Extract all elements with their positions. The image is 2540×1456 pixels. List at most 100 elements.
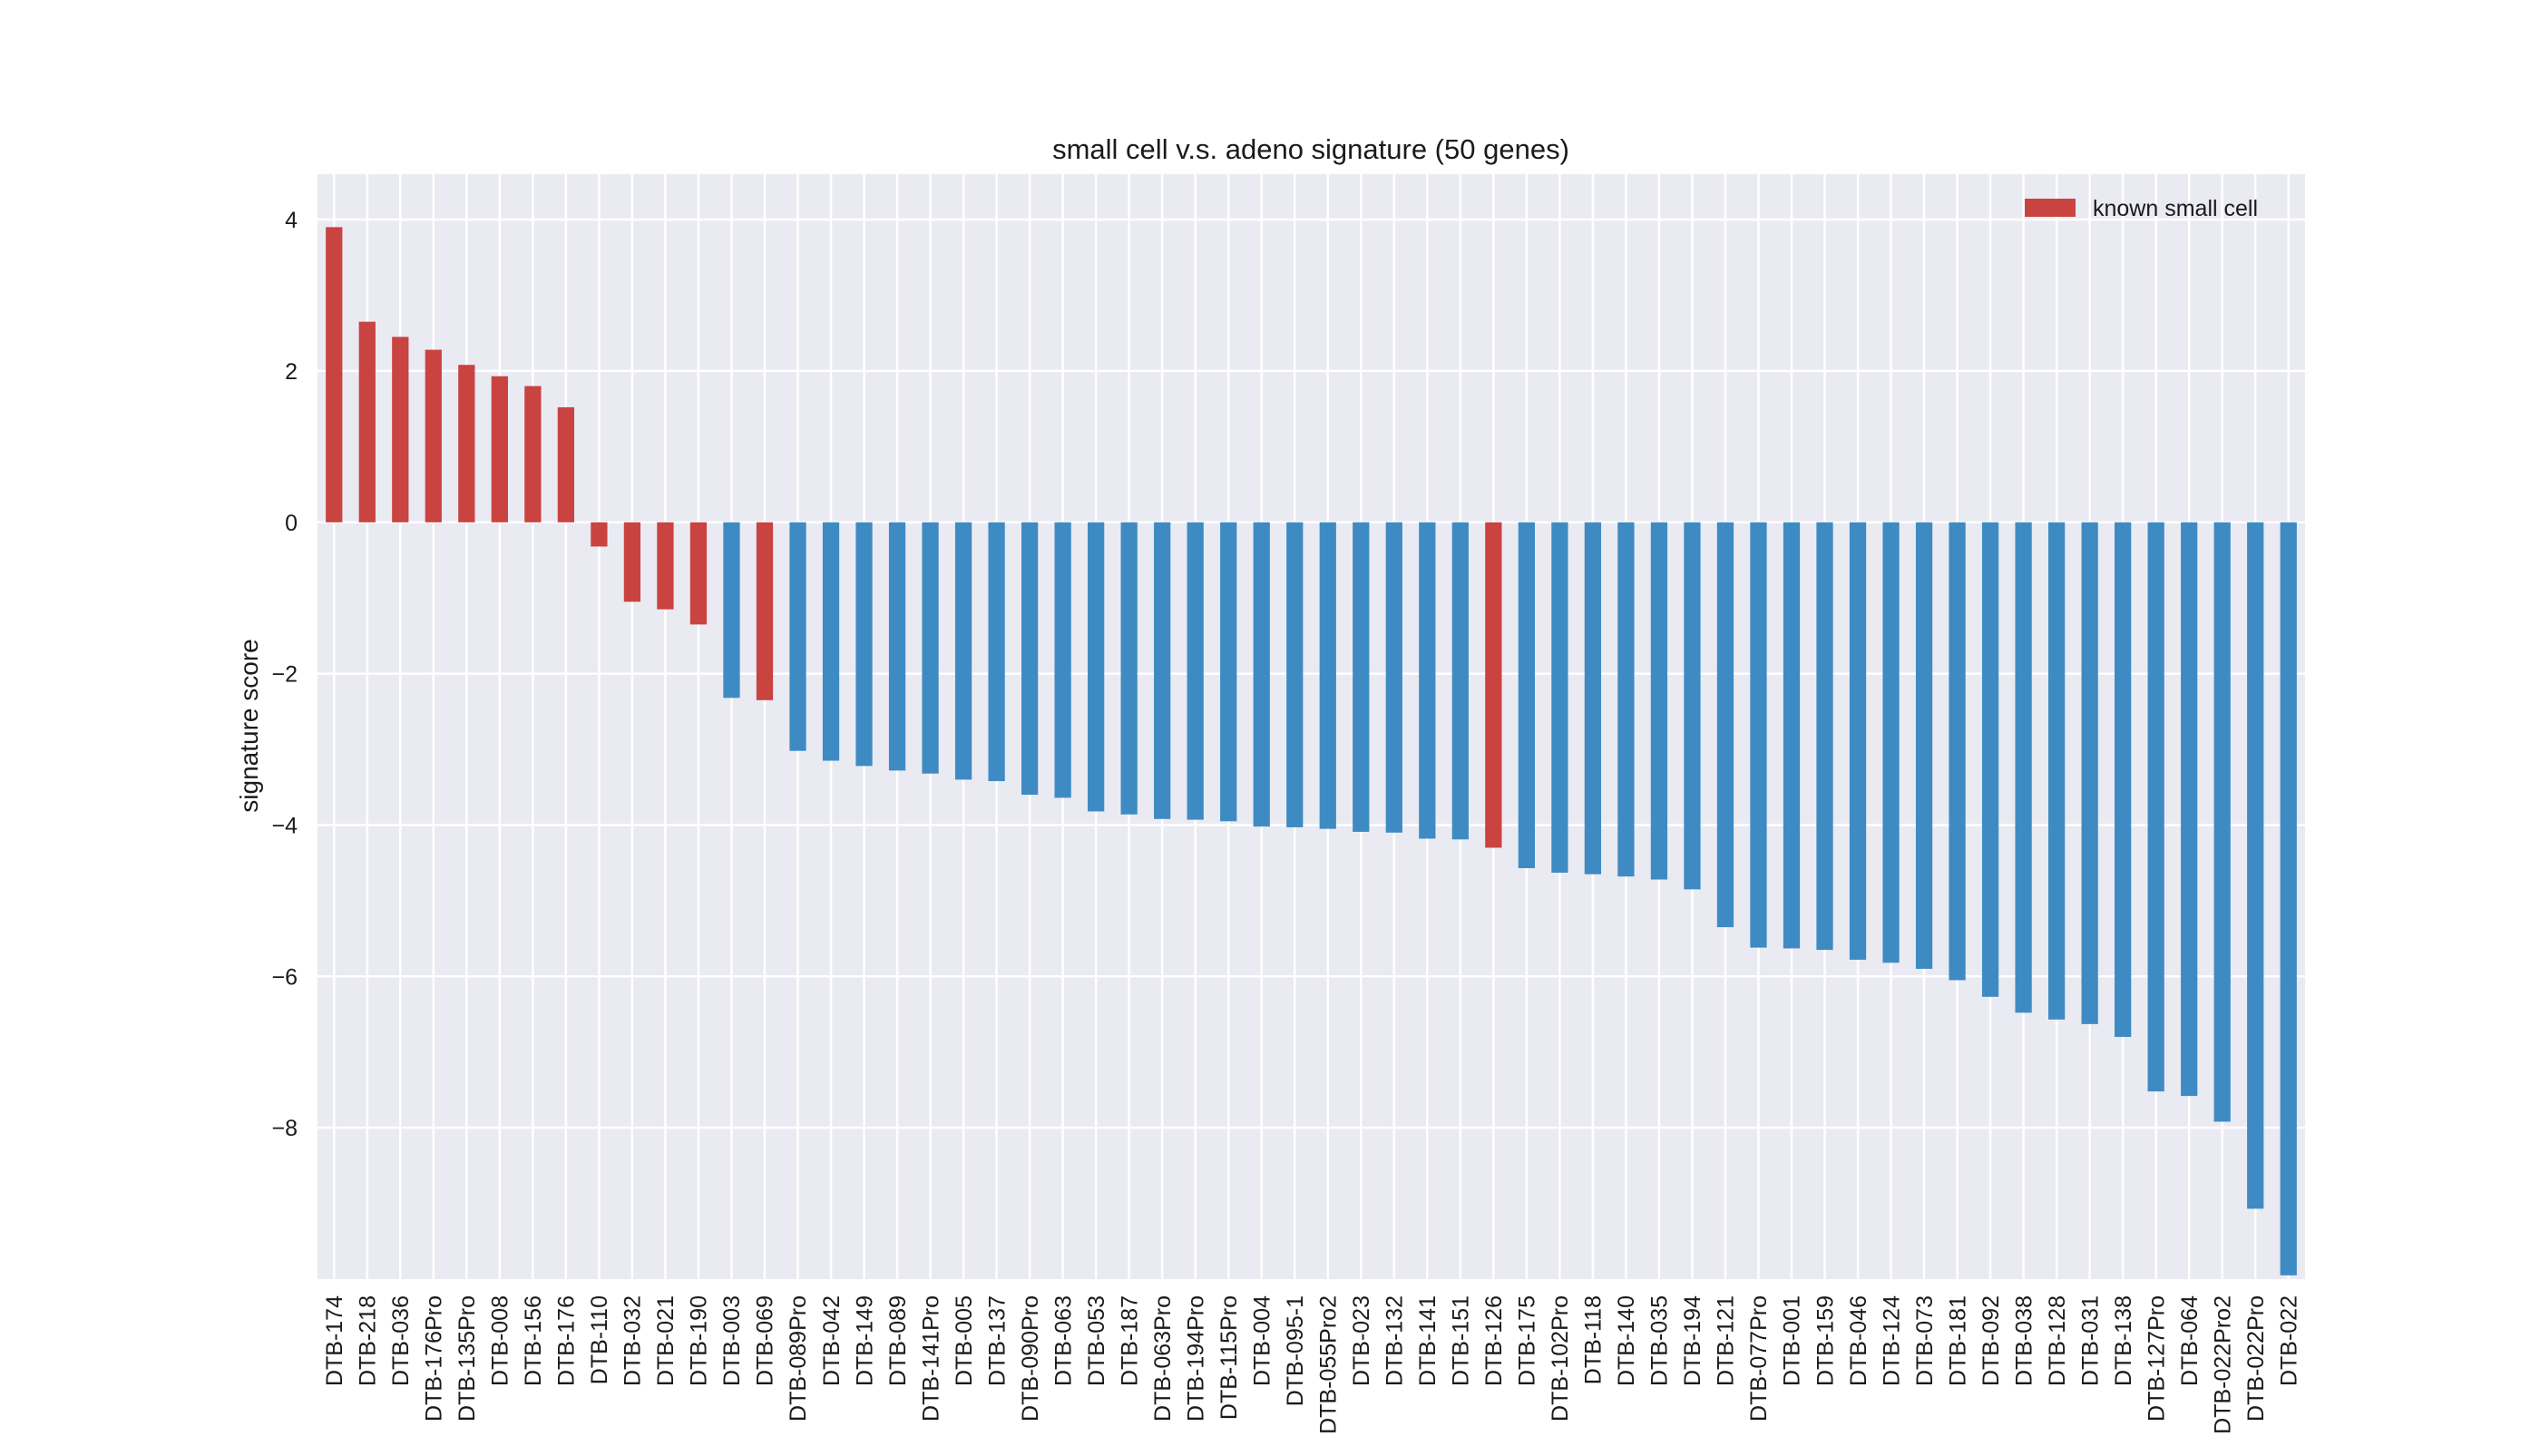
x-tick-labels: DTB-174 DTB-218 DTB-036 DTB-176Pro DTB-135Pr…	[322, 1295, 2301, 1434]
x-tick-label: DTB-092	[1978, 1295, 2004, 1386]
x-tick-label: DTB-140	[1614, 1295, 1639, 1386]
bar-DTB-102Pro	[1551, 522, 1568, 874]
bar-DTB-038	[2015, 522, 2032, 1013]
bar-DTB-089Pro	[789, 522, 806, 751]
bar-DTB-063	[1054, 522, 1071, 798]
bar-DTB-141	[1419, 522, 1436, 839]
x-tick-label: DTB-022	[2276, 1295, 2301, 1386]
bar-DTB-190	[689, 522, 708, 625]
bar-DTB-022Pro2	[2213, 522, 2231, 1122]
bar-DTB-077Pro	[1750, 522, 1767, 948]
bar-DTB-001	[1783, 522, 1801, 949]
x-tick-label: DTB-005	[952, 1295, 977, 1386]
x-tick-label: DTB-073	[1912, 1295, 1938, 1386]
y-tick-labels: 4 2 0 −2 −4 −6 −8	[271, 208, 298, 1141]
x-tick-label: DTB-053	[1084, 1295, 1109, 1386]
bar-DTB-046	[1849, 522, 1867, 960]
x-tick-label: DTB-064	[2177, 1295, 2203, 1386]
x-tick-label: DTB-135Pro	[454, 1295, 480, 1422]
bar-DTB-095-1	[1286, 522, 1304, 827]
x-tick-label: DTB-036	[388, 1295, 414, 1386]
x-tick-label: DTB-022Pro	[2243, 1295, 2269, 1422]
x-tick-label: DTB-132	[1382, 1295, 1408, 1386]
bar-DTB-021	[657, 522, 674, 610]
chart-title: small cell v.s. adeno signature (50 gene…	[1052, 133, 1569, 165]
x-tick-label: DTB-141	[1415, 1295, 1441, 1386]
bar-DTB-138	[2115, 522, 2132, 1038]
bar-DTB-159	[1816, 522, 1833, 951]
x-tick-label: DTB-023	[1349, 1295, 1374, 1386]
bar-DTB-194	[1684, 522, 1701, 890]
bar-DTB-022	[2280, 522, 2297, 1275]
bar-DTB-092	[1981, 522, 1999, 997]
x-tick-label: DTB-141Pro	[918, 1295, 943, 1422]
x-tick-label: DTB-149	[852, 1295, 877, 1386]
y-tick-label: 2	[285, 359, 298, 385]
x-tick-label: DTB-063	[1050, 1295, 1076, 1386]
bar-DTB-156	[524, 386, 542, 523]
bar-DTB-063Pro	[1154, 522, 1171, 819]
x-tick-label: DTB-102Pro	[1548, 1295, 1573, 1422]
y-tick-label: 4	[285, 208, 298, 233]
x-tick-label: DTB-069	[753, 1295, 778, 1386]
bar-DTB-023	[1353, 522, 1370, 832]
y-tick-label: −2	[271, 662, 298, 688]
bar-DTB-118	[1584, 522, 1602, 875]
legend-label-known-small-cell: known small cell	[2093, 196, 2258, 221]
x-tick-label: DTB-175	[1515, 1295, 1540, 1386]
x-tick-label: DTB-110	[587, 1295, 612, 1384]
bar-DTB-132	[1385, 522, 1402, 833]
y-gridlines	[318, 218, 2305, 1129]
x-tick-label: DTB-187	[1117, 1295, 1142, 1386]
y-tick-label: −8	[271, 1116, 298, 1141]
bar-DTB-135Pro	[458, 365, 475, 523]
x-tick-label: DTB-046	[1846, 1295, 1871, 1386]
x-tick-label: DTB-151	[1449, 1295, 1474, 1386]
bar-DTB-218	[358, 321, 376, 523]
x-tick-label: DTB-190	[687, 1295, 712, 1386]
x-tick-label: DTB-124	[1879, 1295, 1904, 1386]
x-tick-label: DTB-156	[521, 1295, 546, 1386]
bar-DTB-176	[557, 406, 575, 523]
x-tick-label: DTB-115Pro	[1216, 1295, 1242, 1420]
x-tick-label: DTB-095-1	[1283, 1295, 1308, 1406]
bar-DTB-053	[1088, 522, 1105, 812]
x-tick-label: DTB-089Pro	[786, 1295, 811, 1422]
x-tick-label: DTB-159	[1812, 1295, 1838, 1386]
bar-DTB-128	[2047, 522, 2066, 1020]
bar-DTB-008	[491, 376, 508, 523]
plot-background	[318, 174, 2305, 1279]
y-tick-label: 0	[285, 511, 298, 536]
bar-DTB-121	[1716, 522, 1734, 928]
x-tick-label: DTB-008	[488, 1295, 513, 1386]
x-tick-label: DTB-077Pro	[1746, 1295, 1772, 1422]
bar-DTB-137	[988, 522, 1005, 782]
bar-DTB-003	[723, 522, 740, 699]
bar-DTB-036	[392, 337, 409, 523]
bar-DTB-175	[1518, 522, 1535, 869]
bar-DTB-069	[756, 522, 774, 700]
x-tick-label: DTB-004	[1249, 1295, 1275, 1386]
x-tick-label: DTB-118	[1581, 1295, 1607, 1384]
bar-DTB-064	[2181, 522, 2198, 1097]
bar-DTB-141Pro	[922, 522, 939, 774]
x-tick-label: DTB-127Pro	[2144, 1295, 2169, 1422]
x-tick-label: DTB-128	[2045, 1295, 2070, 1386]
x-tick-label: DTB-176Pro	[422, 1295, 447, 1422]
bar-DTB-110	[591, 522, 608, 547]
x-tick-label: DTB-137	[984, 1295, 1010, 1386]
bar-DTB-174	[326, 227, 343, 523]
x-tick-label: DTB-090Pro	[1018, 1295, 1043, 1422]
x-tick-label: DTB-121	[1714, 1295, 1739, 1386]
legend: known small cell	[2025, 196, 2258, 221]
bar-DTB-031	[2081, 522, 2098, 1024]
x-tick-label: DTB-089	[885, 1295, 911, 1386]
bar-DTB-089	[888, 522, 906, 771]
bar-DTB-149	[855, 522, 873, 767]
bar-DTB-035	[1650, 522, 1668, 880]
bar-DTB-140	[1617, 522, 1635, 877]
x-tick-label: DTB-138	[2111, 1295, 2136, 1386]
y-axis-label: signature score	[235, 639, 263, 812]
bar-DTB-073	[1915, 522, 1933, 969]
bar-DTB-176Pro	[425, 349, 442, 523]
